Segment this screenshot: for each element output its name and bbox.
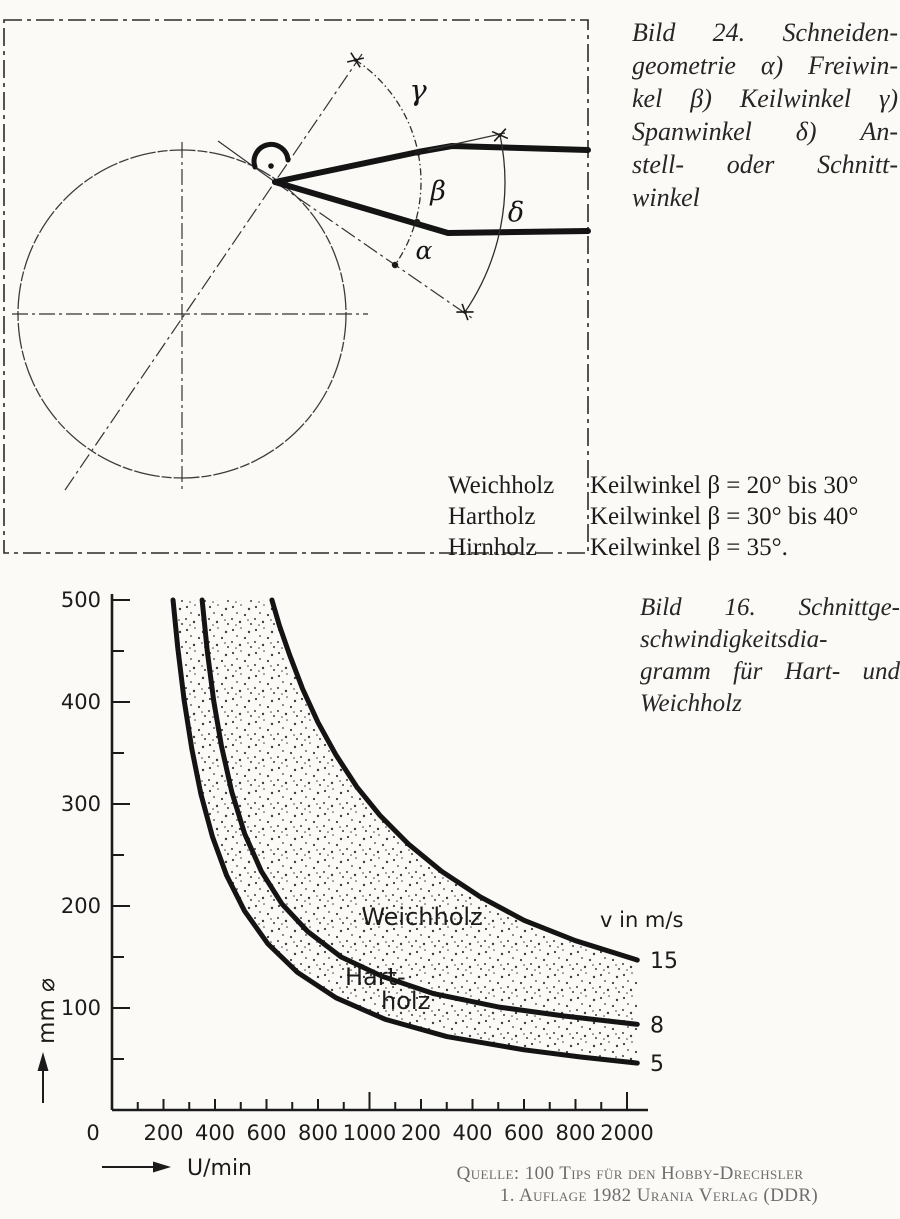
arc-dot-lower-face [413,218,421,226]
chart-axes [110,594,648,1112]
arc-end-marker [346,52,365,68]
bild24-diagram: γ β δ α [3,19,591,554]
curve-8 [199,597,640,1027]
cutting-edge-mark [251,141,291,170]
caption-line: schwindigkeitsdia- [640,626,828,653]
table-row: Hartholz Keilwinkel β = 30° bis 40° [448,501,900,532]
x-tick-label: 600 [504,1121,544,1145]
band-label-hartholz-1: Hart- [345,963,406,991]
tangent-line-solid [217,140,276,183]
curve-end-label-5: 5 [650,1052,664,1077]
x-tick-label: 200 [143,1121,183,1145]
caption-line: winkel [632,183,700,212]
keilwinkel-table: Weichholz Keilwinkel β = 20° bis 30° Harth… [448,470,900,563]
caption-line: gramm für Hart- und [640,658,900,685]
angle-label-alpha: α [416,236,433,265]
material-cell: Hartholz [448,503,536,530]
chart-tick-labels: 0 200 400 600 800 1000 200 400 600 800 20001002003… [61,588,654,1145]
x-axis-arrow-icon [102,1161,171,1173]
bild16-caption: Bild 16. Schnittge-schwindigkeitsdia-gra… [640,592,900,720]
caption-line: kel β) Keilwinkel γ) [632,84,898,113]
arc-dot-upper-face [414,149,422,156]
y-tick-label: 300 [61,792,101,816]
arc-end-marker [456,303,474,321]
x-tick-label: 2000 [600,1121,653,1145]
angle-label-delta: δ [508,197,524,228]
table-row: Weichholz Keilwinkel β = 20° bis 30° [448,470,900,501]
x-axis-label: U/min [187,1156,252,1181]
y-tick-label: 400 [61,690,101,714]
upper-face-extension-line [427,132,506,151]
x-tick-label: 0 [86,1121,99,1145]
material-cell: Hirnholz [448,534,537,561]
caption-line: Weichholz [640,690,742,717]
curve-5 [170,597,640,1066]
caption-line: Spanwinkel δ) An- [632,117,898,146]
x-tick-label: 400 [195,1121,235,1145]
cutting-angle-arc [464,134,506,313]
keilwinkel-value-cell: Keilwinkel β = 35°. [590,534,788,561]
material-cell: Weichholz [448,472,555,499]
stipple-band [173,600,638,1064]
source-credit: Quelle: 100 Tips für den Hobby-Drechsler… [350,1163,900,1207]
cutting-edge-dot [268,163,274,169]
arc-dot-tangent [391,261,399,269]
x-tick-label: 800 [298,1121,338,1145]
source-line-2: 1. Auflage 1982 Urania Verlag (DDR) [499,1185,819,1206]
arc-end-marker [491,128,509,142]
speed-band [173,600,638,1064]
tool-lower-face [272,179,591,236]
angle-label-gamma: γ [409,73,427,107]
table-row: Hirnholz Keilwinkel β = 35°. [448,532,900,563]
x-tick-label: 400 [452,1121,492,1145]
rake-face-line [64,53,363,491]
caption-line: Bild 24. Schneiden- [632,18,898,47]
x-tick-label: 1000 [343,1121,396,1145]
tangent-line-dashdot [274,181,473,319]
y-tick-label: 200 [61,894,101,918]
curve-end-label-8: 8 [650,1013,664,1038]
x-tick-label: 800 [555,1121,595,1145]
keilwinkel-value-cell: Keilwinkel β = 30° bis 40° [590,503,859,530]
band-label-hartholz-2: holz [381,987,430,1015]
curve-end-label-15: 15 [650,949,678,974]
chart-ticks [112,599,628,1110]
y-axis-label: mm ⌀ [34,978,60,1044]
x-tick-label: 600 [246,1121,286,1145]
y-axis-arrow-icon [37,1052,49,1103]
bild24-caption: Bild 24. Schneiden-geometrie α) Freiwin-… [632,16,898,214]
source-line-1: Quelle: 100 Tips für den Hobby-Drechsler [456,1163,804,1184]
curve-15 [269,597,640,963]
caption-line: stell- oder Schnitt- [632,150,898,179]
keilwinkel-value-cell: Keilwinkel β = 20° bis 30° [590,472,859,499]
x-tick-label: 200 [401,1121,441,1145]
speed-curves [170,597,640,1066]
figure-frame [3,19,589,554]
angle-label-beta: β [429,176,446,207]
caption-line: Bild 16. Schnittge- [640,594,900,621]
y-tick-label: 500 [61,588,101,612]
band-label-weichholz: Weichholz [361,903,482,931]
legend-title: v in m/s [600,908,683,932]
y-tick-label: 100 [61,996,101,1020]
bild16-chart: 0 200 400 600 800 1000 200 400 600 800 20001002003… [34,588,683,1181]
caption-line: geometrie α) Freiwin- [632,51,898,80]
